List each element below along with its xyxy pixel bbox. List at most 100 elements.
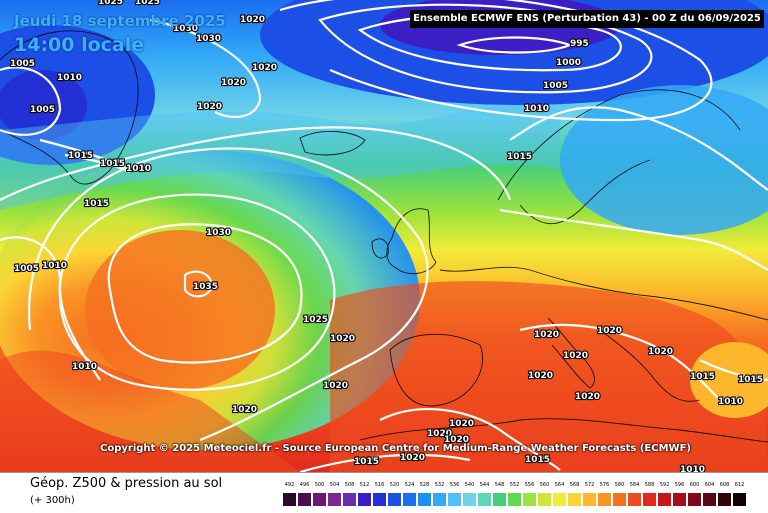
- greenland-low-core: [0, 70, 87, 140]
- isobar-label: 1015: [100, 159, 125, 169]
- scale-swatch: [298, 493, 311, 506]
- isobar-label: 1025: [98, 0, 123, 7]
- scale-tick-label: 588: [644, 482, 655, 488]
- isobar-label: 1010: [718, 397, 743, 407]
- scale-swatch: [568, 493, 581, 506]
- scale-tick-label: 576: [599, 482, 610, 488]
- scale-tick-label: 592: [659, 482, 670, 488]
- scale-tick-label: 496: [299, 482, 310, 488]
- isobar-1020-east: [499, 208, 768, 271]
- isobar-995: [456, 36, 574, 54]
- azores-high-core: [85, 230, 275, 390]
- isobar-label: 995: [570, 39, 589, 49]
- continent-coast: [439, 266, 768, 321]
- scale-tick-label: 508: [344, 482, 355, 488]
- isobar-label: 1020: [221, 78, 246, 88]
- scale-swatch: [523, 493, 536, 506]
- greenland-coast: [0, 30, 139, 185]
- scale-tick-label: 540: [464, 482, 475, 488]
- isobar-1025: [58, 193, 336, 391]
- scale-tick-label: 552: [509, 482, 520, 488]
- copyright-notice: Copyright © 2025 Meteociel.fr - Source E…: [100, 443, 691, 454]
- scale-swatch: [628, 493, 641, 506]
- isobar-1020-north: [149, 18, 262, 119]
- scale-swatch: [613, 493, 626, 506]
- isobar-label: 1015: [507, 152, 532, 162]
- isobar-1015-east: [509, 106, 768, 191]
- isobar-label: 1020: [330, 334, 355, 344]
- scale-swatch: [538, 493, 551, 506]
- scale-tick-label: 604: [704, 482, 715, 488]
- scale-tick-label: 536: [449, 482, 460, 488]
- scale-swatch: [718, 493, 731, 506]
- isobar-label: 1020: [240, 15, 265, 25]
- scale-tick-label: 572: [584, 482, 595, 488]
- scale-tick-label: 544: [479, 482, 490, 488]
- isobar-label: 1010: [524, 104, 549, 114]
- isobar-label: 1020: [528, 371, 553, 381]
- forecast-map: 1025 102510301020103010051010102010201005…: [0, 0, 768, 472]
- isobar-label: 1020: [597, 326, 622, 336]
- isobar-label: 1020: [323, 381, 348, 391]
- isobar-label: 1010: [72, 362, 97, 372]
- isobar-1010-north: [39, 138, 131, 171]
- isobar-label: 1020: [427, 429, 452, 439]
- isobar-label: 1015: [68, 151, 93, 161]
- legend-footer: Géop. Z500 & pression au sol (+ 300h) 49…: [0, 472, 768, 513]
- north-atlantic-cool-belt: [0, 105, 560, 210]
- isobar-label: 1005: [10, 59, 35, 69]
- isobar-label: 1000: [556, 58, 581, 68]
- isobar-label: 1010: [680, 465, 705, 472]
- scale-tick-label: 492: [284, 482, 295, 488]
- north-africa-coast: [359, 418, 768, 443]
- isobar-1015: [0, 126, 512, 201]
- scale-swatch: [463, 493, 476, 506]
- scale-swatch: [418, 493, 431, 506]
- scale-tick-label: 560: [539, 482, 550, 488]
- isobar-label: 1020: [400, 453, 425, 463]
- scale-tick-label: 524: [404, 482, 415, 488]
- scale-swatch: [358, 493, 371, 506]
- scale-swatch: [373, 493, 386, 506]
- isobar-label: 1020: [232, 405, 257, 415]
- scale-tick-label: 596: [674, 482, 685, 488]
- scale-swatch: [673, 493, 686, 506]
- iberia-coast: [389, 333, 484, 407]
- scale-tick-label: 556: [524, 482, 535, 488]
- scale-tick-label: 564: [554, 482, 565, 488]
- isobar-label: 1015: [738, 375, 763, 385]
- scale-swatch: [508, 493, 521, 506]
- scale-tick-label: 568: [569, 482, 580, 488]
- iceland-coast: [299, 130, 366, 156]
- forecast-offset: (+ 300h): [30, 495, 75, 506]
- isobar-1020-south: [379, 408, 561, 471]
- isobar-labels: 1025 102510301020103010051010102010201005…: [9, 0, 764, 472]
- isobar-1010-north-wide: [279, 0, 713, 122]
- scale-tick-label: 584: [629, 482, 640, 488]
- scale-swatch: [313, 493, 326, 506]
- isobar-label: 1010: [126, 164, 151, 174]
- isobar-label: 1020: [563, 351, 588, 361]
- isobar-label: 1015: [525, 455, 550, 465]
- isobar-1015-greenland: [64, 153, 131, 173]
- scale-tick-label: 608: [719, 482, 730, 488]
- scale-swatch: [478, 493, 491, 506]
- scale-swatch: [328, 493, 341, 506]
- scale-swatch: [448, 493, 461, 506]
- mediterranean-warm-zone: [330, 281, 768, 472]
- isobar-label: 1035: [193, 282, 218, 292]
- isobar-label: 1020: [252, 63, 277, 73]
- isobar-label: 1020: [575, 392, 600, 402]
- scale-swatch: [388, 493, 401, 506]
- isobar-label: 1020: [444, 435, 469, 445]
- isobar-1010-west: [0, 236, 101, 381]
- isobar-label: 1015: [84, 199, 109, 209]
- isobar-1035: [183, 270, 214, 298]
- run-info-banner: Ensemble ECMWF ENS (Perturbation 43) - 0…: [410, 10, 764, 28]
- isobar-label: 1020: [449, 419, 474, 429]
- scale-tick-label: 512: [359, 482, 370, 488]
- isobar-label: 1020: [648, 347, 673, 357]
- scale-tick-label: 612: [734, 482, 745, 488]
- scale-swatch: [733, 493, 746, 506]
